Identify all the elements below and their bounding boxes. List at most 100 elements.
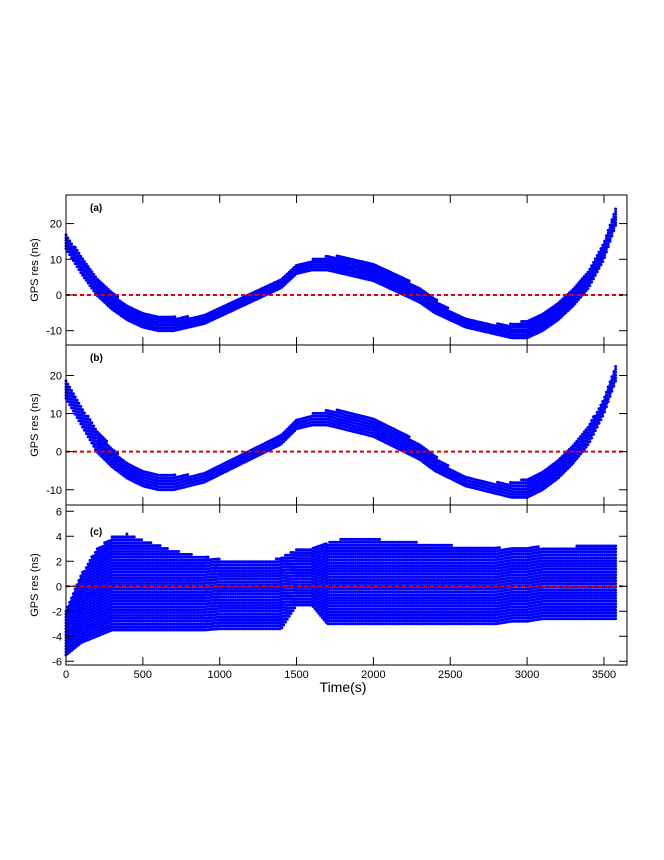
data-point (92, 424, 96, 428)
data-point (610, 389, 614, 393)
data-point (614, 215, 618, 219)
data-point (614, 212, 618, 216)
data-point (586, 287, 590, 291)
data-point (173, 315, 177, 319)
data-point (125, 532, 129, 536)
data-point (94, 427, 97, 431)
data-point (614, 223, 618, 227)
data-point (77, 251, 81, 255)
data-point (580, 450, 584, 454)
data-point (105, 439, 109, 443)
data-point (82, 260, 86, 263)
data-point (612, 226, 616, 230)
data-point (66, 382, 70, 386)
y-tick-label: 20 (50, 219, 62, 231)
data-point (173, 473, 177, 477)
data-point (81, 257, 85, 261)
data-point (597, 266, 601, 270)
data-point (604, 250, 608, 254)
data-point (79, 254, 83, 258)
data-point (593, 429, 597, 433)
data-point (612, 229, 616, 233)
data-point (603, 253, 607, 257)
data-point (584, 445, 588, 449)
y-tick-label: 0 (56, 447, 62, 459)
data-point (71, 392, 75, 396)
data-point (70, 242, 73, 246)
data-point (588, 284, 592, 288)
data-point (68, 239, 72, 243)
data-points-a (64, 207, 618, 340)
data-point (81, 408, 85, 412)
data-point (592, 432, 595, 436)
data-point (599, 418, 603, 422)
data-point (86, 414, 90, 418)
data-point (610, 234, 614, 238)
data-point (592, 277, 595, 281)
data-point (435, 455, 439, 459)
data-point (90, 270, 94, 274)
data-point (88, 418, 92, 422)
data-point (606, 242, 610, 246)
data-point (573, 459, 577, 463)
data-point (590, 280, 594, 284)
data-point (132, 535, 136, 539)
y-tick-label: -10 (46, 326, 62, 338)
data-point (84, 262, 88, 266)
data-point (606, 245, 610, 249)
data-point (70, 389, 73, 392)
data-points-c (64, 532, 618, 657)
data-point (149, 541, 153, 545)
data-point (603, 256, 607, 259)
data-point (614, 210, 618, 214)
data-points-b (64, 365, 618, 499)
data-point (435, 298, 439, 302)
data-point (94, 275, 97, 279)
data-point (75, 398, 79, 402)
data-point (608, 237, 612, 241)
data-point (82, 411, 86, 415)
data-point (614, 376, 618, 380)
data-point (593, 273, 597, 277)
data-point (595, 270, 599, 274)
data-point (88, 267, 92, 271)
data-point (407, 435, 411, 439)
y-tick-label: 10 (50, 409, 62, 421)
data-point (116, 295, 120, 299)
data-point (601, 260, 605, 264)
data-point (614, 207, 618, 211)
data-point (614, 221, 618, 225)
data-point (79, 405, 83, 408)
data-point (186, 473, 190, 477)
data-point (597, 421, 601, 425)
data-point (73, 395, 77, 399)
data-point (614, 379, 618, 383)
data-point (608, 394, 612, 398)
data-point (608, 239, 612, 243)
data-point (610, 231, 614, 235)
data-point (75, 248, 79, 252)
panel-label-a: (a) (90, 203, 102, 214)
data-point (612, 384, 616, 388)
data-point (604, 247, 608, 251)
data-point (610, 386, 614, 390)
y-tick-label: 0 (56, 290, 62, 302)
data-point (77, 401, 81, 405)
data-point (603, 410, 607, 414)
data-point (68, 385, 72, 389)
data-point (446, 464, 450, 467)
y-tick-label: 20 (50, 370, 62, 382)
y-tick-label: 10 (50, 254, 62, 266)
data-point (66, 236, 70, 240)
data-point (186, 315, 190, 318)
data-point (606, 397, 610, 401)
data-point (599, 263, 603, 267)
data-point (158, 544, 162, 548)
data-point (604, 405, 608, 409)
data-point (86, 265, 90, 269)
data-point (606, 400, 610, 404)
data-point (99, 281, 103, 285)
